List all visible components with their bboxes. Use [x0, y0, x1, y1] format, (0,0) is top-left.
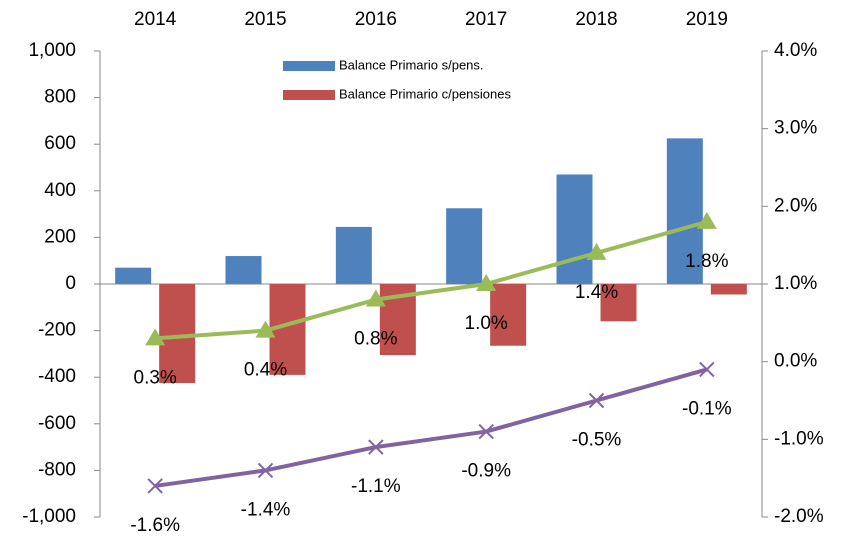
y-tick-label: 1,000	[28, 40, 76, 61]
bar	[335, 226, 372, 284]
y2-tick-label: 0.0%	[774, 351, 817, 372]
marker	[365, 289, 386, 307]
y-tick-label: -800	[38, 459, 76, 480]
bar	[446, 208, 483, 284]
bar	[556, 174, 593, 284]
y-tick-label: 200	[44, 226, 76, 247]
bar	[490, 284, 527, 346]
y-tick-label: 400	[44, 180, 76, 201]
marker	[586, 242, 607, 260]
bar	[115, 267, 152, 284]
marker	[257, 462, 274, 479]
data-label: -1.4%	[241, 499, 291, 520]
data-label: 0.8%	[354, 329, 397, 350]
y-tick-label: -400	[38, 366, 76, 387]
data-label: 1.4%	[575, 282, 618, 303]
x-tick-label: 2017	[465, 9, 507, 30]
x-tick-label: 2014	[134, 9, 177, 30]
marker	[145, 328, 166, 346]
y2-tick-label: 4.0%	[774, 40, 817, 61]
legend-swatch	[283, 61, 335, 71]
marker	[696, 211, 717, 229]
marker	[588, 392, 605, 409]
bar	[159, 284, 196, 384]
y-tick-label: -600	[38, 413, 76, 434]
bar	[710, 284, 747, 295]
x-tick-label: 2018	[575, 9, 617, 30]
y2-tick-label: 2.0%	[774, 195, 817, 216]
y-tick-label: -200	[38, 320, 76, 341]
y2-tick-label: -1.0%	[774, 428, 824, 449]
data-label: -1.6%	[130, 515, 180, 536]
marker	[255, 320, 276, 338]
legend-label: Balance Primario c/pensiones	[339, 86, 511, 101]
x-tick-label: 2015	[244, 9, 286, 30]
data-label: -0.1%	[682, 398, 732, 419]
data-label: 0.4%	[244, 360, 287, 381]
data-label: -0.5%	[572, 430, 622, 451]
data-label: 1.8%	[685, 251, 728, 272]
marker	[478, 423, 494, 440]
marker	[699, 361, 715, 378]
y-tick-label: -1,000	[22, 506, 76, 527]
y-tick-label: 0	[65, 273, 76, 294]
line	[155, 219, 708, 341]
marker	[368, 439, 384, 455]
legend-label: Balance Primario s/pens.	[339, 57, 484, 72]
marker	[476, 274, 497, 291]
bar	[666, 138, 703, 284]
legend-swatch	[283, 90, 335, 100]
data-label: 1.0%	[465, 313, 508, 334]
y2-tick-label: 3.0%	[774, 118, 817, 139]
y2-tick-label: 1.0%	[774, 273, 817, 294]
x-tick-label: 2016	[355, 9, 397, 30]
marker	[147, 478, 163, 494]
y-tick-label: 800	[44, 87, 76, 108]
bar	[225, 256, 262, 284]
data-label: -0.9%	[461, 461, 511, 482]
line	[154, 367, 708, 488]
y-tick-label: 600	[44, 133, 76, 154]
data-label: -1.1%	[351, 476, 401, 497]
data-label: 0.3%	[134, 367, 177, 388]
y2-tick-label: -2.0%	[774, 506, 824, 527]
bar	[600, 284, 637, 322]
x-tick-label: 2019	[686, 9, 728, 30]
